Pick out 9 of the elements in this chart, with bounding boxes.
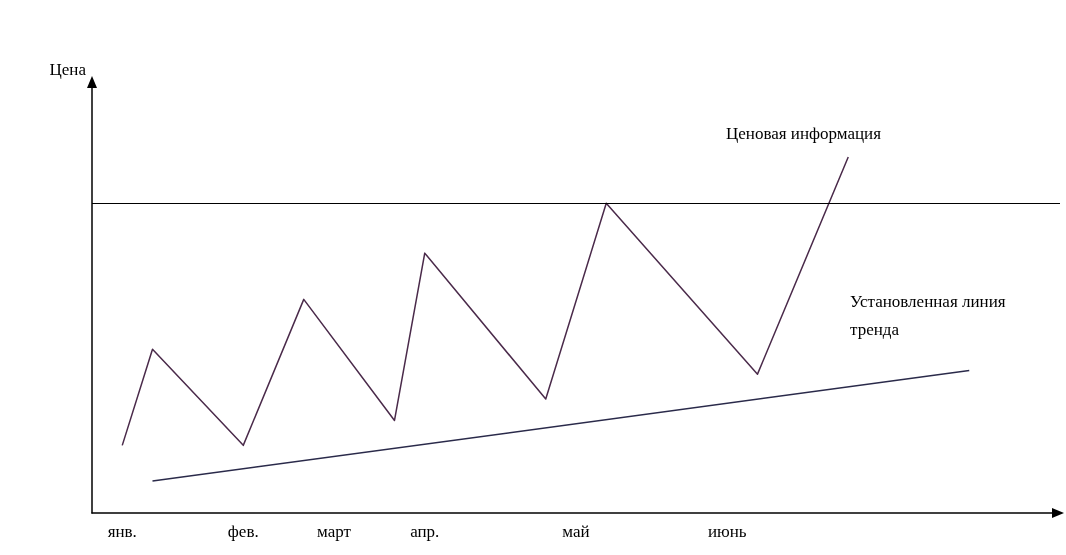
text: Ценовая информация <box>726 123 882 145</box>
x-tick-label: фев. <box>227 522 259 541</box>
y-axis-title: Цена <box>49 60 87 79</box>
annotation: Установленная линия тренда <box>850 291 1007 341</box>
x-tick-label: июнь <box>707 522 747 541</box>
x-tick-label: янв. <box>107 522 137 541</box>
x-tick-label: март <box>317 522 352 541</box>
x-tick-label: апр. <box>410 522 440 541</box>
x-tick-label: май <box>562 522 590 541</box>
